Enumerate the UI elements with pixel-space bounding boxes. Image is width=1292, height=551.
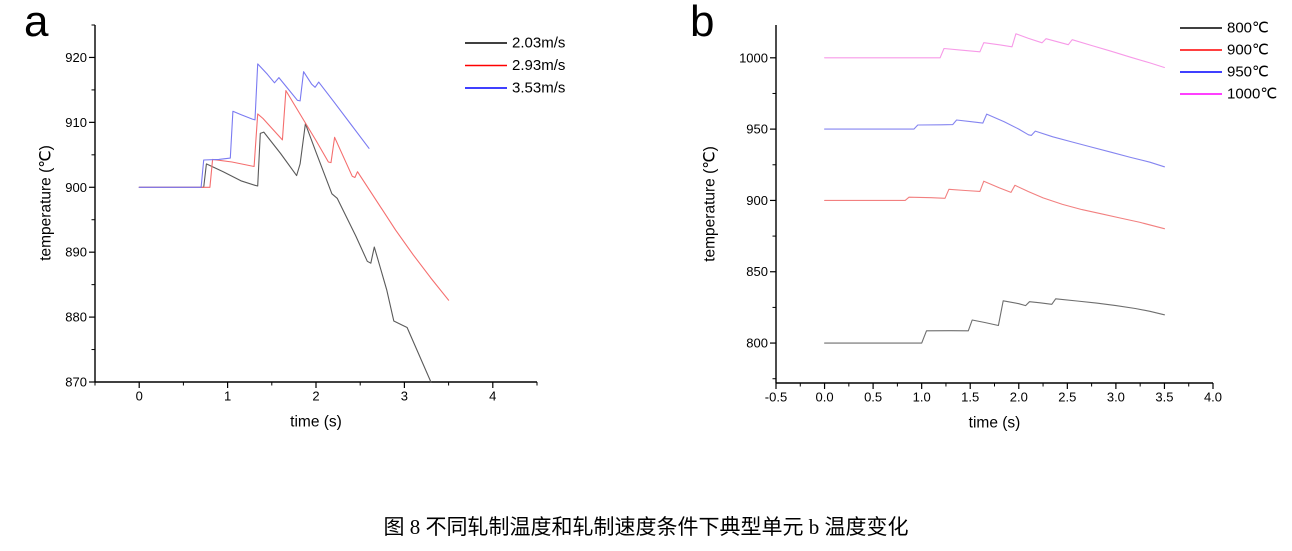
x-axis-title: time (s) [969, 414, 1021, 431]
y-tick-label: 910 [65, 115, 87, 130]
x-tick-label: 2 [312, 389, 319, 404]
legend-label: 1000℃ [1227, 86, 1277, 103]
x-tick-label: 3 [401, 389, 408, 404]
legend-label: 2.03m/s [512, 35, 565, 52]
series-line-950℃ [824, 113, 1165, 168]
panel-label: a [24, 0, 49, 46]
x-tick-label: 1 [224, 389, 231, 404]
x-tick-label: 2.5 [1058, 390, 1076, 405]
legend-label: 2.93m/s [512, 57, 565, 74]
x-tick-label: 0.5 [864, 390, 882, 405]
y-tick-label: 900 [65, 180, 87, 195]
legend-label: 3.53m/s [512, 80, 565, 97]
x-tick-label: 1.0 [913, 390, 931, 405]
x-axis-title: time (s) [290, 413, 342, 430]
x-tick-label: 0.0 [816, 390, 834, 405]
x-tick-label: 3.5 [1155, 390, 1173, 405]
y-tick-label: 890 [65, 245, 87, 260]
y-tick-label: 1000 [739, 50, 768, 65]
figure-caption: 图 8 不同轧制温度和轧制速度条件下典型单元 b 温度变化 [383, 515, 909, 539]
chart-a: 0 1 2 3 4 870 880 890 900 910 920 2.03m/s 2.93m/s 3.5… [24, 0, 565, 430]
y-tick-label: 950 [746, 122, 768, 137]
x-tick-label: -0.5 [765, 390, 787, 405]
series-line-2.93m/s [138, 90, 450, 301]
y-axis-title: temperature (℃) [38, 145, 55, 261]
legend-label: 800℃ [1227, 20, 1269, 37]
x-tick-label: 3.0 [1107, 390, 1125, 405]
series-line-800℃ [824, 298, 1165, 344]
chart-b: -0.5 0.0 0.5 1.0 1.5 2.0 2.5 3.0 3.5 4.0 800 850 900… [690, 0, 1277, 431]
x-tick-label: 2.0 [1010, 390, 1028, 405]
series-line-3.53m/s [138, 63, 370, 188]
x-tick-label: 1.5 [961, 390, 979, 405]
x-tick-label: 0 [136, 389, 143, 404]
series-line-900℃ [824, 180, 1165, 230]
series-line-2.03m/s [138, 123, 432, 383]
y-tick-label: 920 [65, 50, 87, 65]
legend-label: 900℃ [1227, 42, 1269, 59]
legend-label: 950℃ [1227, 64, 1269, 81]
x-tick-label: 4 [489, 389, 496, 404]
y-tick-label: 870 [65, 375, 87, 390]
series-line-1000℃ [824, 33, 1165, 69]
y-tick-label: 800 [746, 336, 768, 351]
legend: 800℃ 900℃ 950℃ 1000℃ [1180, 20, 1277, 103]
x-tick-label: 4.0 [1204, 390, 1222, 405]
y-axis-title: temperature (℃) [702, 146, 719, 262]
y-tick-label: 880 [65, 310, 87, 325]
y-tick-label: 900 [746, 193, 768, 208]
y-tick-label: 850 [746, 264, 768, 279]
legend: 2.03m/s 2.93m/s 3.53m/s [465, 35, 565, 97]
panel-label: b [690, 0, 714, 46]
